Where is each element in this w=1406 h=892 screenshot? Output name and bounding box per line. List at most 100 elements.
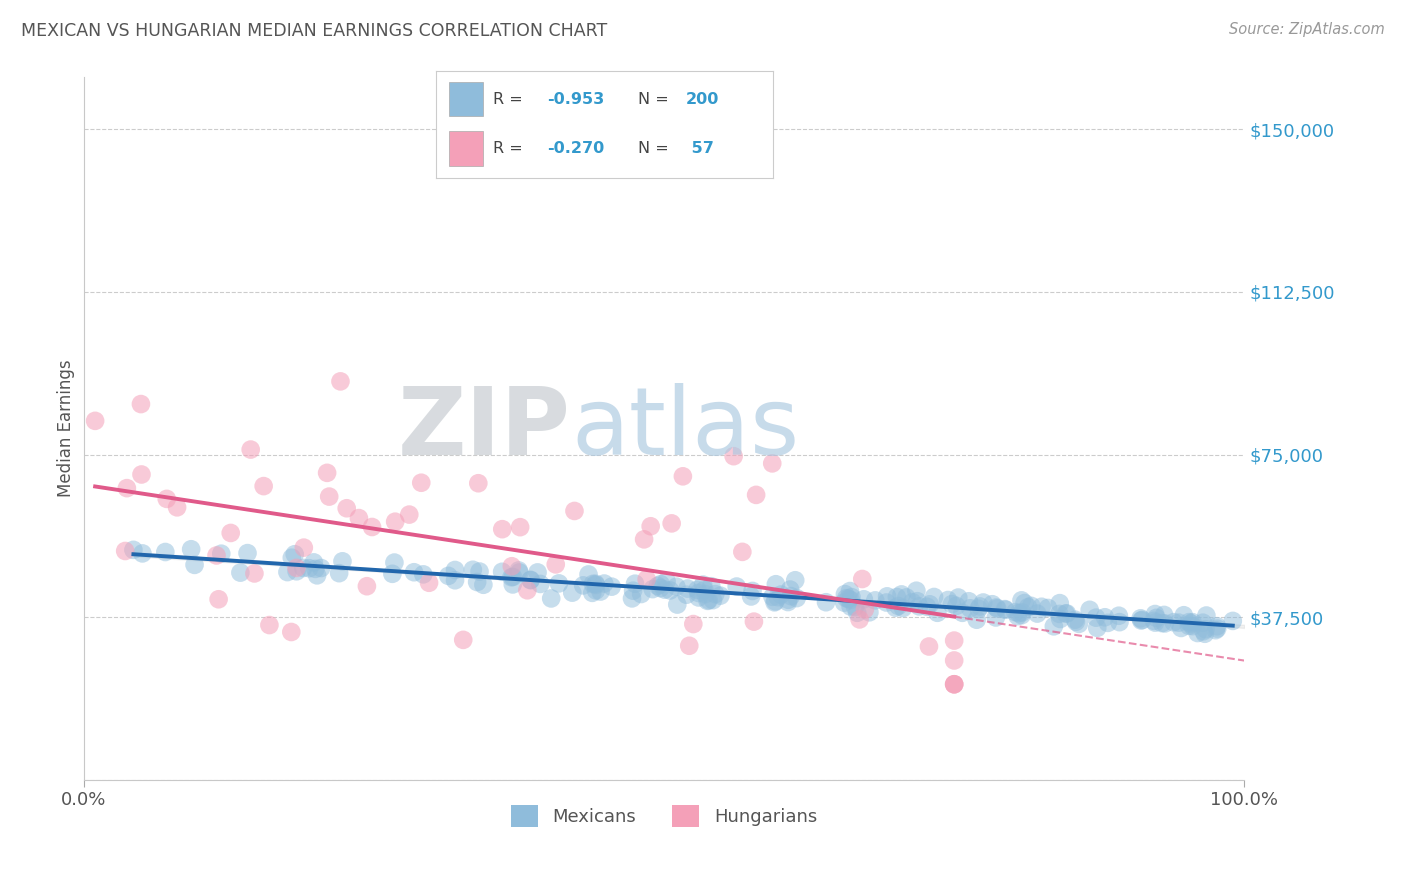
Point	[1144, 615, 1167, 630]
Point	[437, 569, 460, 583]
Point	[1205, 623, 1227, 637]
Point	[943, 677, 966, 691]
Point	[709, 589, 731, 603]
Point	[779, 582, 801, 597]
Point	[678, 639, 700, 653]
Point	[832, 596, 855, 610]
Point	[778, 592, 800, 607]
Point	[585, 576, 607, 591]
Point	[229, 566, 252, 580]
Point	[207, 592, 229, 607]
Text: -0.953: -0.953	[547, 92, 605, 107]
Point	[253, 479, 276, 493]
Point	[636, 572, 658, 586]
Point	[384, 515, 406, 529]
Point	[905, 594, 928, 608]
Point	[1007, 606, 1029, 620]
Point	[740, 590, 762, 604]
Point	[501, 570, 523, 584]
Point	[578, 567, 600, 582]
Point	[347, 511, 370, 525]
Point	[1173, 608, 1195, 623]
Point	[1097, 615, 1119, 630]
Point	[1130, 614, 1153, 628]
Point	[621, 583, 644, 598]
Point	[1178, 615, 1201, 629]
Point	[1194, 622, 1216, 636]
Point	[839, 593, 862, 607]
Point	[411, 475, 433, 490]
Point	[302, 555, 325, 569]
Point	[508, 563, 530, 577]
Point	[540, 591, 562, 606]
Point	[467, 476, 489, 491]
Point	[281, 550, 304, 565]
Point	[984, 610, 1007, 624]
Point	[205, 549, 228, 563]
Point	[957, 594, 980, 608]
Point	[1195, 608, 1218, 623]
Point	[692, 577, 714, 591]
Point	[600, 580, 623, 594]
Point	[1014, 596, 1036, 610]
Point	[655, 574, 678, 589]
Text: 200: 200	[686, 92, 718, 107]
Point	[361, 520, 384, 534]
Point	[316, 466, 339, 480]
Point	[155, 545, 177, 559]
Point	[650, 577, 672, 591]
Text: N =: N =	[638, 141, 675, 156]
Point	[332, 554, 354, 568]
Point	[548, 576, 571, 591]
Point	[918, 640, 941, 654]
Point	[1181, 615, 1204, 630]
Point	[769, 588, 792, 602]
Text: 57: 57	[686, 141, 713, 156]
Point	[844, 599, 866, 614]
Point	[676, 582, 699, 596]
Point	[621, 591, 644, 606]
Point	[318, 490, 340, 504]
Point	[398, 508, 420, 522]
Point	[927, 606, 949, 620]
Point	[156, 491, 179, 506]
Point	[943, 677, 966, 691]
Point	[292, 541, 315, 555]
Point	[280, 625, 302, 640]
Point	[839, 584, 862, 599]
Point	[1054, 607, 1077, 621]
Point	[276, 565, 298, 579]
Point	[943, 677, 966, 691]
Point	[1007, 609, 1029, 624]
Point	[765, 577, 787, 591]
Point	[858, 605, 880, 619]
Point	[688, 591, 710, 605]
Point	[451, 632, 474, 647]
Point	[219, 525, 242, 540]
Point	[887, 599, 910, 613]
Point	[1085, 610, 1108, 624]
Point	[905, 583, 928, 598]
Text: MEXICAN VS HUNGARIAN MEDIAN EARNINGS CORRELATION CHART: MEXICAN VS HUNGARIAN MEDIAN EARNINGS COR…	[21, 22, 607, 40]
Point	[1192, 624, 1215, 639]
Point	[697, 593, 720, 607]
Point	[1144, 611, 1167, 625]
Point	[1150, 616, 1173, 631]
Text: atlas: atlas	[571, 383, 800, 475]
Point	[695, 587, 717, 601]
Point	[761, 590, 783, 604]
Point	[1085, 621, 1108, 635]
Point	[876, 590, 898, 604]
Point	[915, 599, 938, 614]
Point	[650, 581, 672, 595]
Point	[285, 564, 308, 578]
Point	[1064, 615, 1087, 629]
Point	[589, 584, 612, 599]
Point	[624, 576, 647, 591]
Point	[851, 572, 873, 586]
Point	[1154, 616, 1177, 631]
Point	[336, 501, 359, 516]
Point	[418, 575, 440, 590]
Point	[304, 562, 326, 576]
Point	[682, 617, 704, 632]
